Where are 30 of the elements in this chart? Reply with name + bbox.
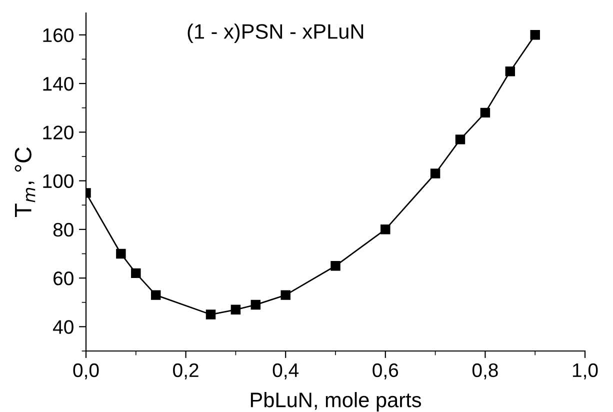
x-axis-title: PbLuN, mole parts	[250, 392, 422, 412]
y-tick-label: 100	[43, 174, 74, 188]
point	[250, 300, 261, 310]
point	[116, 248, 126, 259]
y-axis-title: T$_{m}$, °C	[14, 147, 36, 218]
y-tick-label: 140	[43, 76, 74, 91]
point	[505, 66, 516, 76]
point	[151, 290, 161, 300]
point	[131, 268, 141, 278]
point	[455, 134, 466, 144]
y-tick-label: 40	[53, 320, 74, 334]
point	[206, 310, 216, 320]
x-tick-label: 0,2	[173, 363, 198, 380]
point	[380, 224, 390, 234]
x-tick-label: 1,0	[572, 363, 598, 380]
point	[530, 30, 540, 40]
y-tick-label: 160	[43, 28, 74, 42]
x-tick-label: 0,4	[272, 363, 299, 380]
x-tick-label: 0,8	[472, 363, 498, 380]
y-tick-label: 80	[53, 222, 74, 237]
point	[480, 108, 490, 118]
point	[330, 261, 340, 271]
y-tick-label: 120	[43, 126, 74, 140]
point	[430, 168, 440, 178]
chart-title: (1 - x)PSN - xPLuN	[188, 24, 364, 43]
x-tick-label: 0,6	[372, 363, 398, 380]
x-tick-label: 0,0	[73, 363, 99, 380]
point	[230, 304, 241, 315]
point	[280, 290, 290, 300]
y-tick-label: 60	[54, 272, 74, 286]
